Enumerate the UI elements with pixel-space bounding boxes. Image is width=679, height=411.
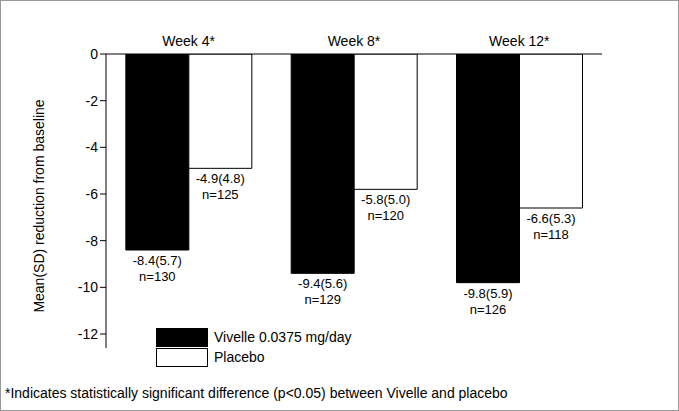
svg-text:Week 12*: Week 12*	[489, 33, 550, 49]
svg-text:0: 0	[90, 46, 98, 62]
html-text:Mean(SD) reduction from baseli: Mean(SD) reduction from baseline	[31, 99, 47, 313]
svg-text:-9.8(5.9): -9.8(5.9)	[463, 286, 512, 301]
svg-text:-6: -6	[86, 186, 99, 202]
svg-text:n=126: n=126	[470, 302, 507, 317]
svg-text:-4.9(4.8): -4.9(4.8)	[196, 171, 245, 186]
svg-text:-4: -4	[86, 139, 99, 155]
html-text:*Indicates statistically signi: *Indicates statistically significant dif…	[5, 385, 508, 401]
html-text:Vivelle 0.0375 mg/day: Vivelle 0.0375 mg/day	[214, 329, 352, 345]
svg-text:-6.6(5.3): -6.6(5.3)	[526, 211, 575, 226]
svg-text:n=130: n=130	[139, 269, 176, 284]
svg-text:-9.4(5.6): -9.4(5.6)	[298, 276, 347, 291]
svg-text:n=125: n=125	[202, 187, 239, 202]
svg-text:Week 8*: Week 8*	[328, 33, 381, 49]
svg-text:-2: -2	[86, 93, 99, 109]
svg-text:n=120: n=120	[367, 208, 404, 223]
svg-text:Week 4*: Week 4*	[162, 33, 215, 49]
svg-text:-8.4(5.7): -8.4(5.7)	[133, 253, 182, 268]
html-text:Placebo: Placebo	[214, 349, 265, 365]
svg-text:n=118: n=118	[533, 227, 569, 242]
svg-text:n=129: n=129	[304, 292, 341, 307]
svg-text:-5.8(5.0): -5.8(5.0)	[361, 192, 410, 207]
svg-text:-8: -8	[86, 233, 99, 249]
svg-text:-10: -10	[78, 279, 98, 295]
svg-text:-12: -12	[78, 326, 98, 342]
